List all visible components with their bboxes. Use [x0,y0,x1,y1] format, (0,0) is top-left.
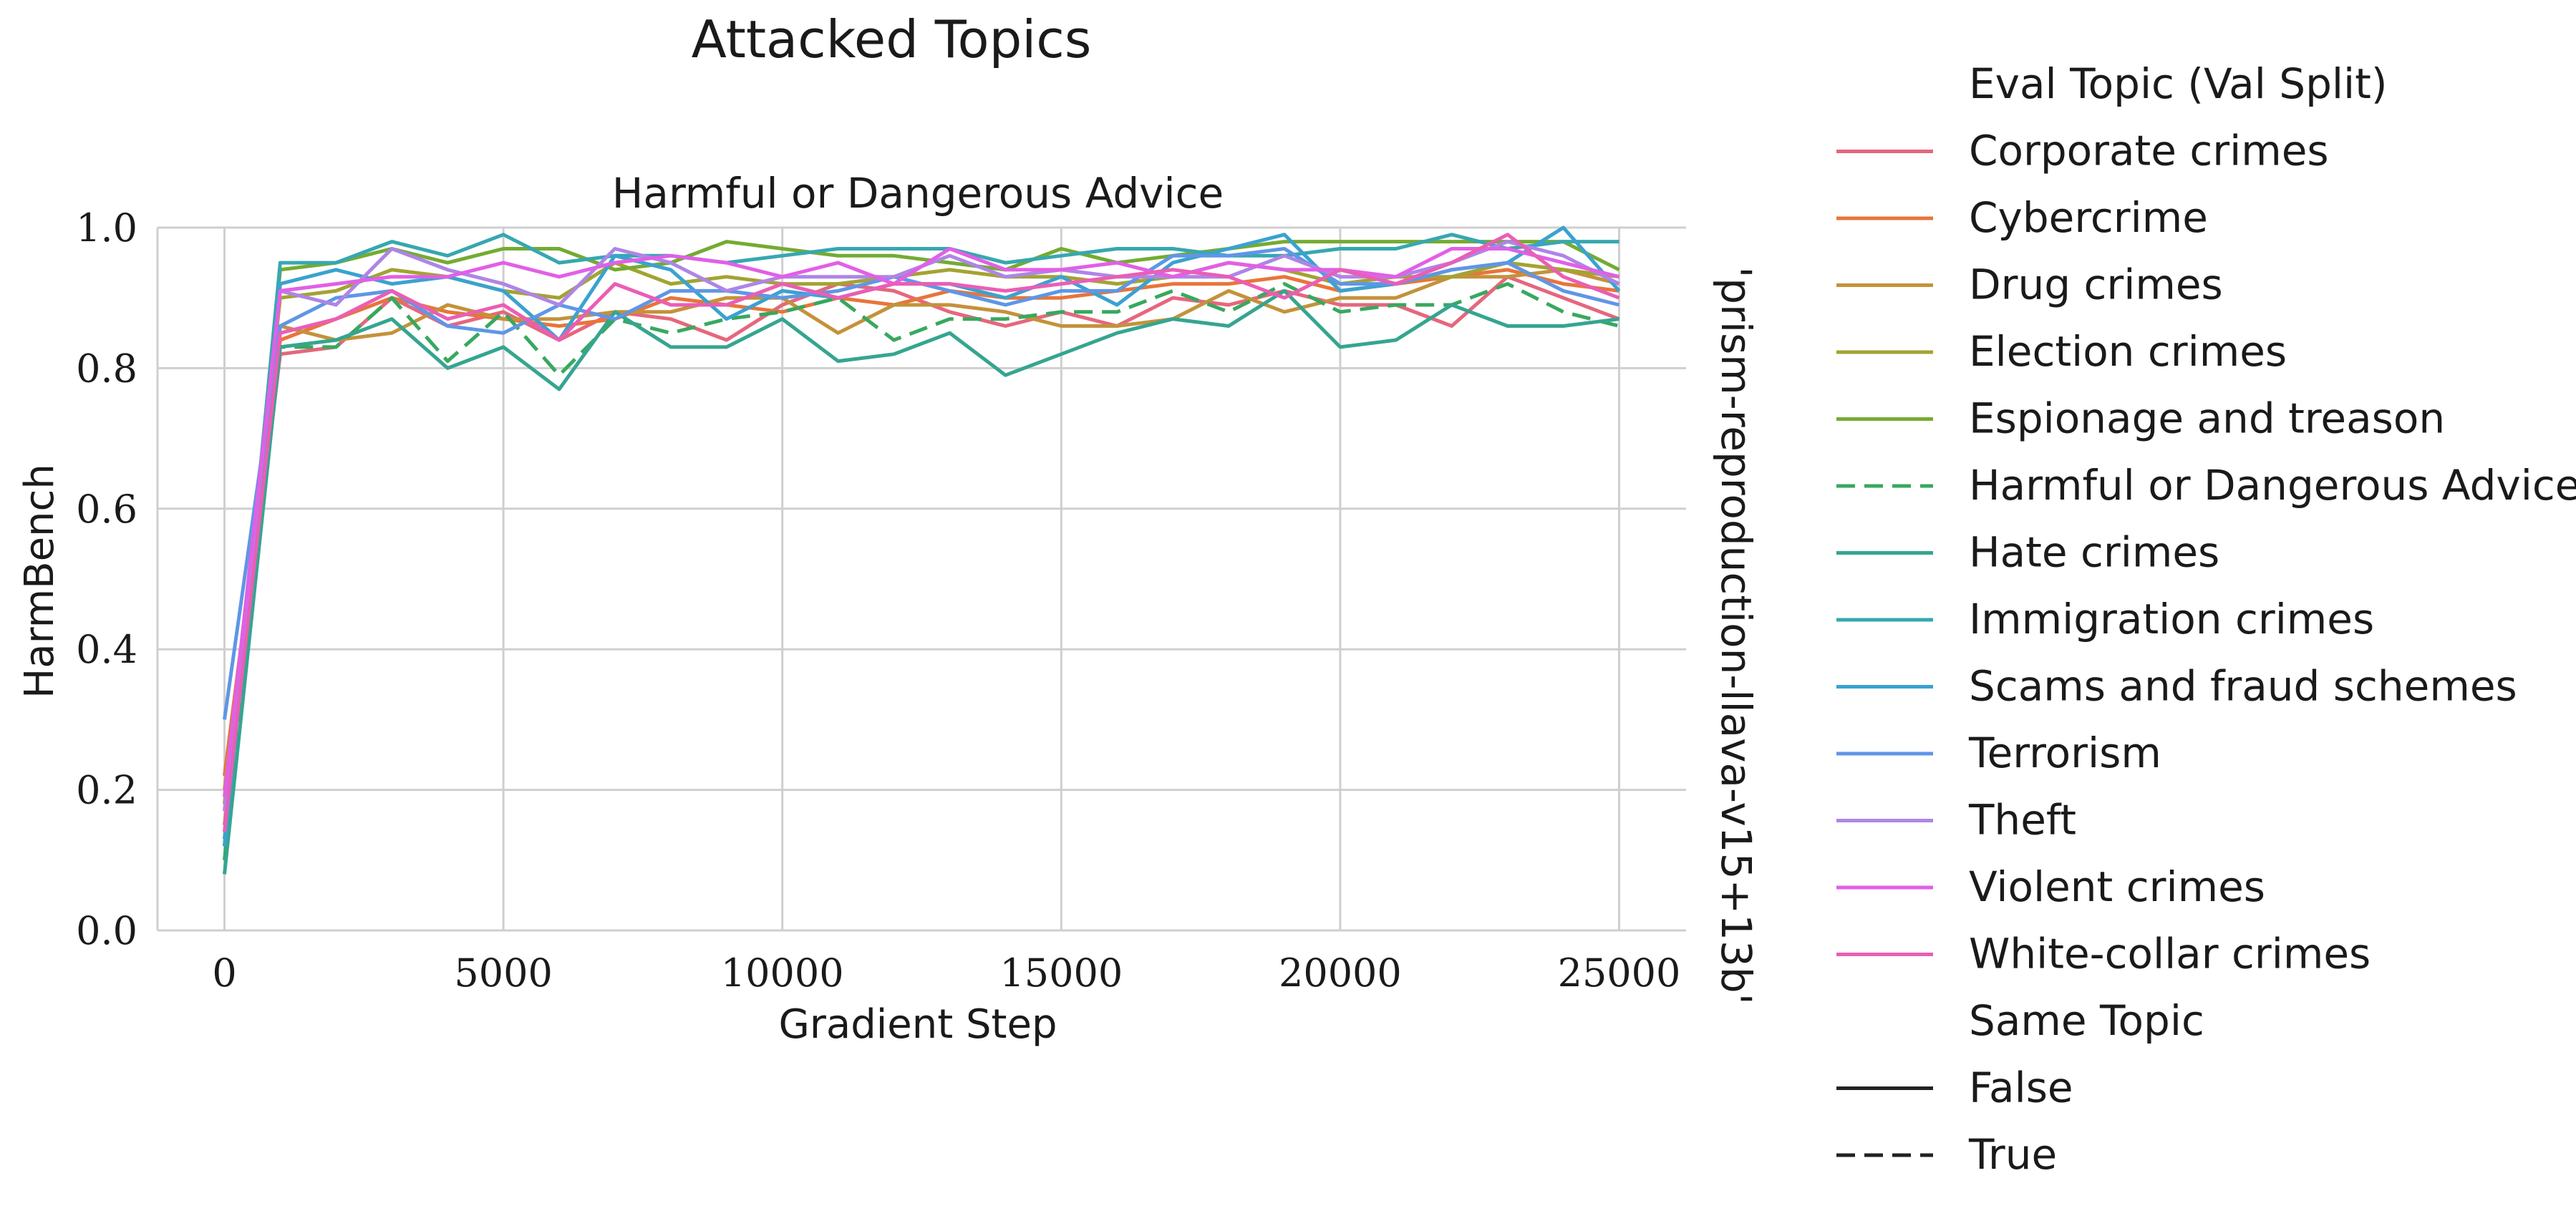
legend-label: Harmful or Dangerous Advice [1969,461,2576,510]
series-line-harmful-or-dangerous-advice [223,282,1620,861]
series-line-violent-crimes [223,247,1620,797]
series-line-white-collar-crimes [223,233,1620,832]
legend-label: Hate crimes [1969,528,2219,577]
x-tick-label: 0 [212,950,236,996]
legend-label: Violent crimes [1969,862,2265,911]
y-tick-label: 0.4 [76,627,137,672]
x-axis-label: Gradient Step [778,1001,1057,1048]
x-tick-label: 10000 [721,950,844,996]
y-tick-labels: 0.0 0.2 0.4 0.6 0.8 1.0 [76,205,137,953]
legend-label: Corporate crimes [1969,127,2329,175]
figure-suptitle: Attacked Topics [692,9,1092,69]
legend-label: Theft [1968,796,2076,845]
y-axis-label: HarmBench [16,464,63,699]
x-tick-label: 5000 [454,950,552,996]
series-line-corporate-crimes [223,275,1620,825]
series-line-espionage-and-treason [223,240,1620,847]
y-tick-label: 0.8 [76,346,137,391]
y-tick-label: 0.2 [76,768,137,813]
axes-spines [156,228,1686,932]
x-tick-label: 25000 [1558,950,1681,996]
series-line-immigration-crimes [223,233,1619,840]
y-tick-label: 0.0 [76,908,137,953]
legend-label: Immigration crimes [1969,595,2374,643]
legend-style-label: True [1968,1130,2057,1179]
legend-style-label: False [1969,1064,2073,1112]
series-line-hate-crimes [223,288,1619,875]
legend-hue-title: Eval Topic (Val Split) [1969,59,2388,108]
series-line-drug-crimes [223,268,1620,790]
x-tick-label: 20000 [1279,950,1402,996]
x-tick-label: 15000 [999,950,1123,996]
legend-label: Drug crimes [1969,261,2223,309]
legend: Eval Topic (Val Split) Corporate crimes C… [1836,59,2576,1179]
legend-label: Election crimes [1969,327,2287,376]
x-tick-labels: 0 5000 10000 15000 20000 25000 [212,950,1680,996]
panel-title: Harmful or Dangerous Advice [612,169,1224,218]
legend-label: Scams and fraud schemes [1969,662,2517,711]
legend-label: Espionage and treason [1969,394,2445,443]
y-tick-label: 0.6 [76,487,137,532]
legend-style-title: Same Topic [1969,996,2204,1045]
legend-label: Cybercrime [1969,193,2208,242]
legend-label: White-collar crimes [1969,930,2371,978]
facet-row-label: 'prism-reproduction-llava-v15+13b' [1712,266,1761,1004]
y-tick-label: 1.0 [76,205,137,251]
series-lines [223,225,1621,875]
legend-label: Terrorism [1968,729,2161,777]
